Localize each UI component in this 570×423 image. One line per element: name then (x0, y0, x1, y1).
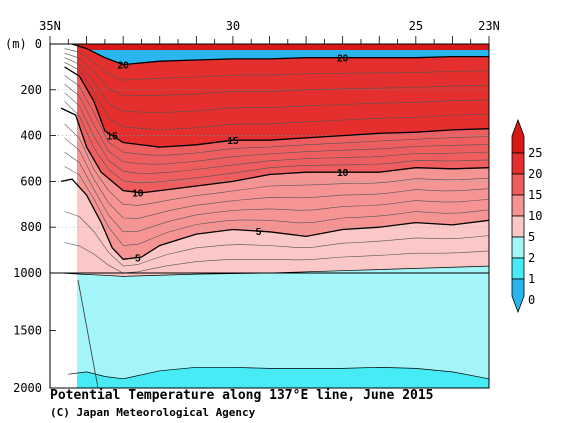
contour-label-5: 5 (256, 227, 262, 238)
contour-label-15: 15 (227, 136, 239, 147)
x-tick-label: 25 (409, 19, 423, 33)
colorbar-label: 5 (528, 230, 535, 244)
contour-label-20: 20 (337, 54, 349, 65)
isotherm-1 (68, 366, 489, 380)
chart-title: Potential Temperature along 137°E line, … (50, 388, 434, 403)
bottom-profile-line (77, 279, 99, 389)
minor-isotherm (64, 152, 489, 233)
y-tick-label: 200 (20, 83, 42, 97)
colorbar-segment (511, 152, 525, 175)
colorbar-label: 20 (528, 167, 542, 181)
colorbar-segment (511, 118, 525, 154)
isotherm-5 (60, 178, 489, 260)
minor-isotherm (64, 75, 489, 156)
colorbar-label: 2 (528, 251, 535, 265)
colorbar-label: 15 (528, 188, 542, 202)
contour-label-5: 5 (135, 253, 141, 264)
y-tick-label: 800 (20, 220, 42, 234)
y-tick-label: 2000 (13, 381, 42, 395)
contour-label-20: 20 (118, 61, 130, 72)
x-tick-label: 30 (226, 19, 240, 33)
contour-label-15: 15 (107, 132, 119, 143)
minor-isotherm (64, 123, 489, 206)
no-data-area (50, 44, 77, 388)
colorbar-segment (511, 173, 525, 196)
y-tick-label: 1000 (13, 266, 42, 280)
isotherm-20 (71, 44, 489, 66)
minor-isotherm (64, 83, 489, 165)
isotherm-2 (60, 265, 489, 277)
y-tick-label: 0 (35, 37, 42, 51)
y-tick-label: 600 (20, 174, 42, 188)
colorbar-segment (511, 257, 525, 280)
colorbar-label: 1 (528, 272, 535, 286)
colorbar-label: 0 (528, 293, 535, 307)
minor-isotherm (64, 57, 489, 113)
isotherm-10 (60, 107, 489, 194)
minor-isotherm (64, 242, 489, 274)
colorbar-segment (511, 194, 525, 217)
colorbar-label: 25 (528, 146, 542, 160)
y-tick-label: 1500 (13, 324, 42, 338)
minor-isotherm (64, 92, 489, 174)
minor-isotherm (64, 52, 489, 97)
colorbar-segment (511, 278, 525, 314)
isotherm-15 (64, 66, 489, 148)
minor-isotherm (64, 211, 489, 267)
minor-isotherm (64, 166, 489, 246)
chart-credit: (C) Japan Meteorological Agency (50, 406, 256, 419)
y-tick-label: 400 (20, 129, 42, 143)
x-tick-label: 35N (39, 19, 61, 33)
colorbar-segment (511, 236, 525, 259)
minor-isotherm (64, 48, 489, 81)
x-tick-label: 23N (478, 19, 500, 33)
minor-isotherm (64, 137, 489, 219)
y-unit-label: (m) (5, 37, 27, 51)
minor-isotherm (64, 101, 489, 184)
band-25 (71, 44, 489, 50)
colorbar-segment (511, 215, 525, 238)
minor-isotherm (64, 62, 489, 130)
colorbar-label: 10 (528, 209, 542, 223)
contour-label-10: 10 (337, 168, 349, 179)
contour-label-10: 10 (132, 188, 144, 199)
band-below-2 (61, 266, 489, 388)
band-below-1 (68, 367, 489, 388)
